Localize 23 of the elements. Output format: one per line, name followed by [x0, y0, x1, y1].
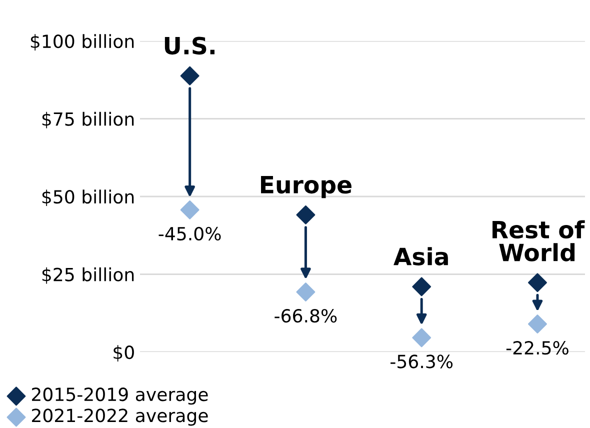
point: [528, 273, 547, 292]
legend-label: 2015-2019 average: [32, 388, 208, 405]
y-tick-label: $0: [114, 345, 134, 362]
point: [180, 200, 200, 220]
y-tick-label: $25 billion: [42, 267, 134, 284]
y-tick-label: $75 billion: [42, 112, 134, 128]
point: [296, 205, 316, 224]
point: [180, 66, 200, 86]
y-tick-label: $50 billion: [42, 190, 134, 206]
point: [412, 277, 432, 296]
x-tick-label: U.S.: [164, 36, 214, 55]
annotation: -56.3%: [390, 354, 453, 368]
x-tick-label: Rest of World: [492, 220, 585, 262]
annotation: -66.8%: [274, 308, 337, 323]
x-tick-label: Asia: [394, 247, 448, 266]
point: [296, 282, 316, 302]
x-tick-label: Europe: [261, 176, 352, 198]
legend-label: 2021-2022 average: [32, 408, 208, 426]
point: [528, 314, 547, 334]
point: [412, 328, 432, 348]
annotation: -22.5%: [506, 340, 568, 355]
annotation: -45.0%: [158, 226, 221, 241]
y-tick-label: $100 billion: [30, 34, 134, 51]
